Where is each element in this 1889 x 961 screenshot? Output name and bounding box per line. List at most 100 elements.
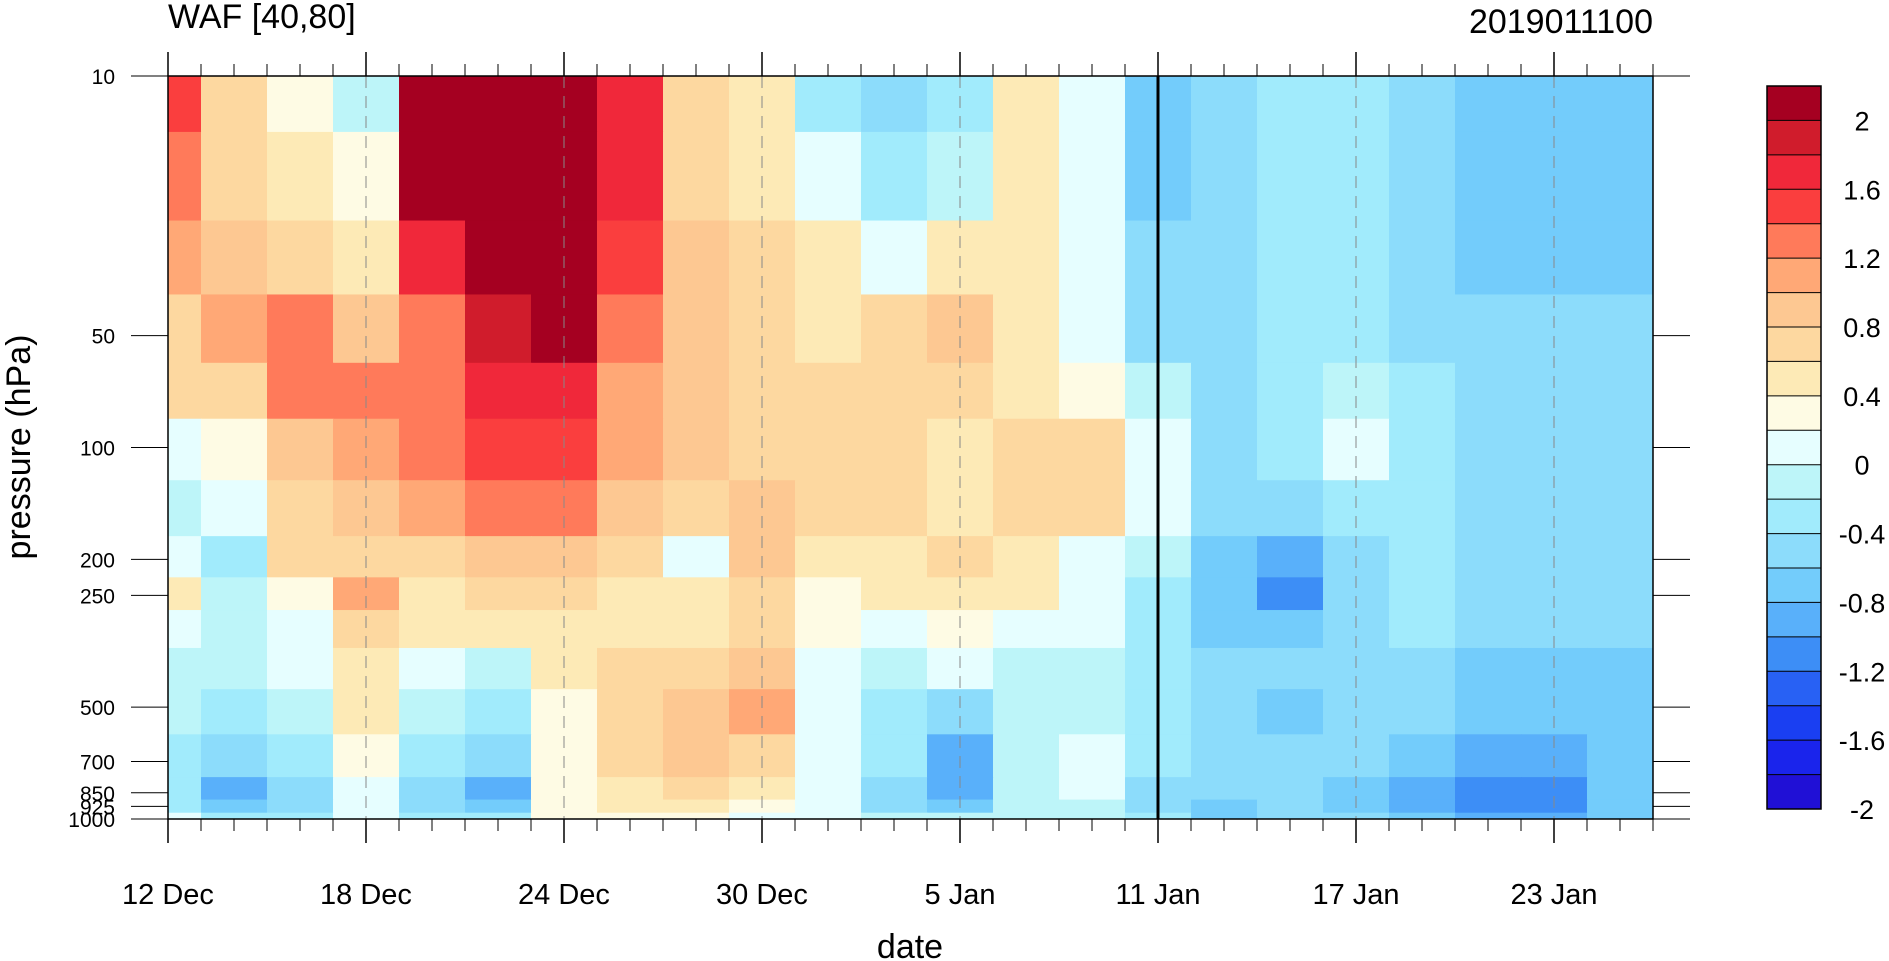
contour-cell <box>267 610 334 649</box>
y-tick-label: 500 <box>80 697 115 720</box>
colorbar-swatch <box>1767 705 1821 741</box>
contour-cell <box>531 480 598 537</box>
contour-cell <box>597 689 664 735</box>
contour-cell <box>201 131 268 222</box>
contour-cell <box>399 734 466 778</box>
x-tick-label: 18 Dec <box>320 879 412 911</box>
contour-cell <box>201 536 268 578</box>
contour-cell <box>729 362 796 420</box>
y-tick-label: 700 <box>80 751 115 774</box>
contour-cell <box>861 777 928 801</box>
contour-cell <box>663 734 730 778</box>
contour-cell <box>1389 812 1456 819</box>
contour-cell <box>663 294 730 364</box>
colorbar-swatch <box>1767 154 1821 190</box>
contour-cell <box>663 131 730 222</box>
contour-cell <box>168 76 202 133</box>
contour-cell <box>1059 812 1126 819</box>
contour-cell <box>597 812 664 819</box>
contour-cell <box>1389 418 1456 481</box>
contour-cell <box>267 294 334 364</box>
contour-cell <box>168 777 202 801</box>
colorbar-label: 0.8 <box>1843 313 1881 343</box>
contour-cell <box>1191 536 1258 578</box>
contour-cell <box>795 418 862 481</box>
contour-cell <box>465 689 532 735</box>
contour-cell <box>1521 418 1588 481</box>
contour-cell <box>663 610 730 649</box>
contour-cell <box>993 577 1060 611</box>
contour-cell <box>1587 294 1653 364</box>
contour-cell <box>267 577 334 611</box>
contour-cell <box>1389 220 1456 296</box>
contour-cell <box>168 536 202 578</box>
contour-cell <box>399 689 466 735</box>
contour-cell <box>1389 610 1456 649</box>
contour-cell <box>201 689 268 735</box>
contour-cell <box>993 812 1060 819</box>
contour-cell <box>663 647 730 690</box>
contour-cell <box>597 480 664 537</box>
contour-cell <box>1323 362 1390 420</box>
colorbar-label: -1.6 <box>1839 726 1886 756</box>
contour-cell <box>597 76 664 133</box>
contour-cell <box>993 647 1060 690</box>
contour-cell <box>1455 734 1522 778</box>
contour-cell <box>1389 777 1456 801</box>
y-axis-label: pressure (hPa) <box>0 335 38 560</box>
contour-cell <box>267 647 334 690</box>
contour-cell <box>795 812 862 819</box>
x-tick-label: 30 Dec <box>716 879 808 911</box>
contour-cell <box>1455 131 1522 222</box>
contour-cell <box>993 799 1060 814</box>
colorbar-swatch <box>1767 499 1821 534</box>
contour-cell <box>267 689 334 735</box>
colorbar-swatch <box>1767 120 1821 156</box>
contour-cell <box>861 362 928 420</box>
contour-cell <box>1389 76 1456 133</box>
contour-cell <box>795 577 862 611</box>
contour-cell <box>861 480 928 537</box>
contour-cell <box>1257 610 1324 649</box>
contour-cell <box>333 777 400 801</box>
y-tick-label: 50 <box>92 326 115 349</box>
contour-cell <box>333 362 400 420</box>
x-axis-label: date <box>877 928 943 961</box>
contour-cell <box>861 294 928 364</box>
contour-cell <box>1059 131 1126 222</box>
contour-cell <box>1587 480 1653 537</box>
contour-cell <box>531 418 598 481</box>
colorbar-swatch <box>1767 86 1821 121</box>
contour-cell <box>1455 362 1522 420</box>
colorbar-swatch <box>1767 430 1821 466</box>
y-tick-label: 10 <box>92 66 115 89</box>
contour-cell <box>1455 610 1522 649</box>
contour-cell <box>729 812 796 819</box>
contour-cell <box>663 777 730 801</box>
contour-cell <box>1587 777 1653 801</box>
contour-cell <box>1587 536 1653 578</box>
contour-cell <box>861 647 928 690</box>
contour-cell <box>1389 362 1456 420</box>
contour-cell <box>1455 76 1522 133</box>
contour-cell <box>399 777 466 801</box>
contour-cell <box>795 734 862 778</box>
contour-cell <box>927 777 994 801</box>
contour-cell <box>465 480 532 537</box>
contour-cell <box>597 418 664 481</box>
contour-cell <box>1455 220 1522 296</box>
contour-cell <box>1323 418 1390 481</box>
contour-cell <box>201 418 268 481</box>
contour-cell <box>861 536 928 578</box>
contour-cell <box>993 480 1060 537</box>
contour-cell <box>201 480 268 537</box>
contour-cell <box>861 418 928 481</box>
contour-cell <box>1059 777 1126 801</box>
contour-cell <box>267 536 334 578</box>
contour-cell <box>1191 777 1258 801</box>
contour-cell <box>465 131 532 222</box>
contour-cell <box>861 689 928 735</box>
contour-cell <box>168 362 202 420</box>
contour-cell <box>1521 362 1588 420</box>
contour-cell <box>1059 577 1126 611</box>
